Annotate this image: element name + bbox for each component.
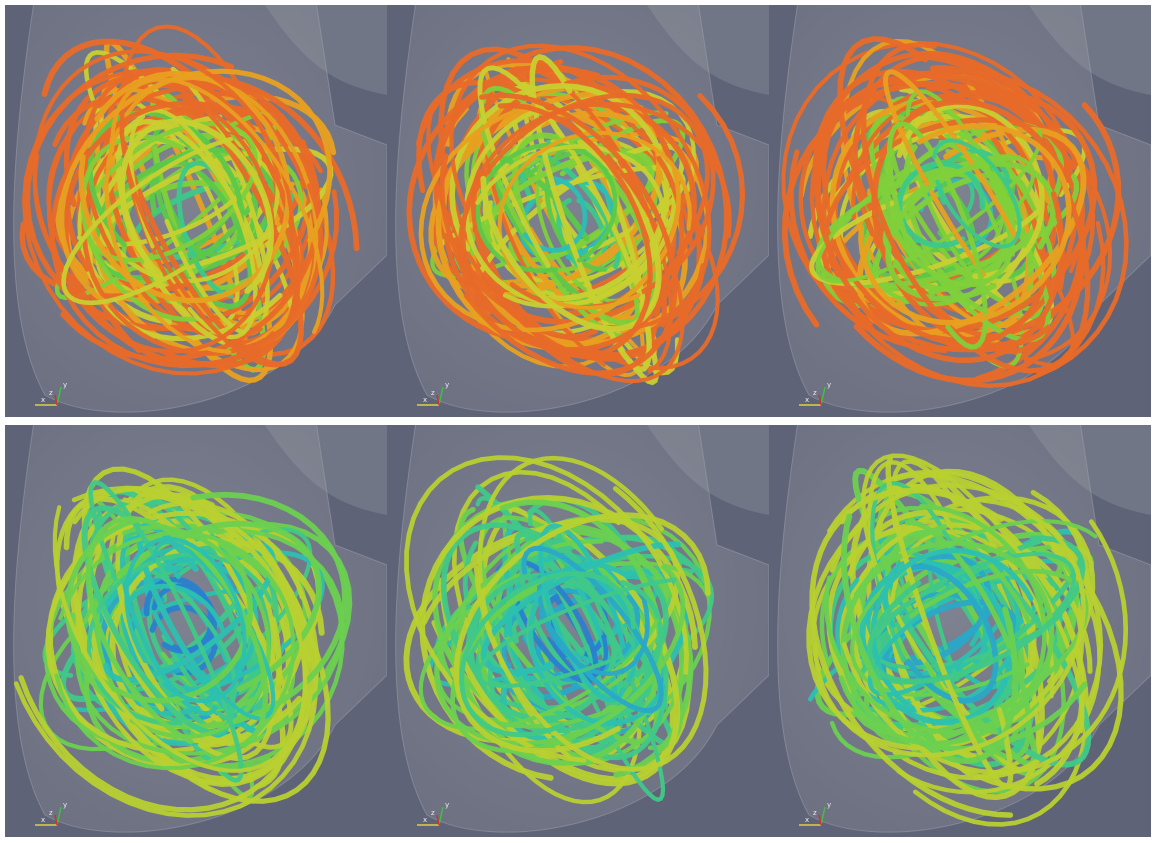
axis-label: x <box>41 816 45 824</box>
axis-label: x <box>423 396 427 404</box>
panel: x y z <box>5 0 387 417</box>
axis-label: y <box>445 381 449 389</box>
axis-label: y <box>827 381 831 389</box>
panel: x y z <box>387 415 769 837</box>
axis-label: z <box>431 389 435 397</box>
axis-label: z <box>813 809 817 817</box>
visualization: xyzxyzxyzxyzxyzxyz <box>0 0 1154 843</box>
axis-label: x <box>423 816 427 824</box>
axis-label: z <box>813 389 817 397</box>
panel: x y z <box>769 415 1151 837</box>
axis-label: x <box>805 816 809 824</box>
axis-label: x <box>41 396 45 404</box>
axis-label: y <box>63 381 67 389</box>
axis-label: y <box>827 801 831 809</box>
panel: x y z <box>5 415 387 837</box>
page: xyzxyzxyzxyzxyzxyz (() => { const data =… <box>0 0 1154 843</box>
axis-label: z <box>49 809 53 817</box>
panel: x y z <box>769 0 1151 417</box>
axis-label: x <box>805 396 809 404</box>
axis-label: z <box>431 809 435 817</box>
axis-label: y <box>63 801 67 809</box>
axis-label: y <box>445 801 449 809</box>
axis-label: z <box>49 389 53 397</box>
panel: x y z <box>387 0 769 417</box>
